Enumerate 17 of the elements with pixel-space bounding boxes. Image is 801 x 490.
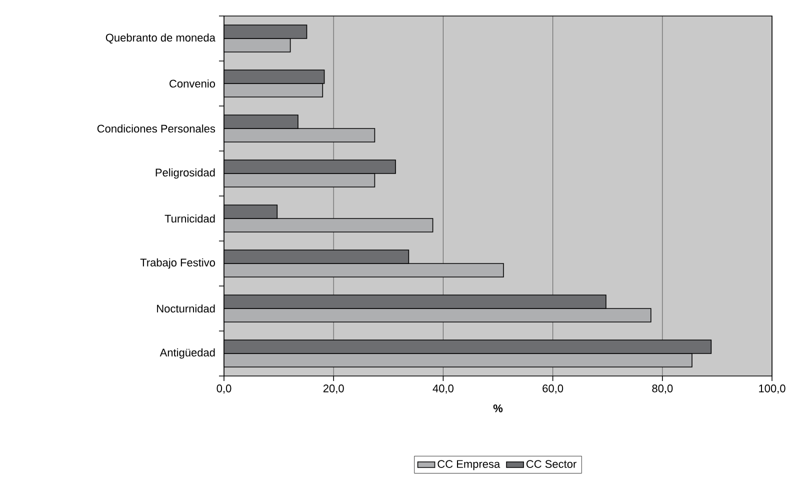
x-tick-label: 0,0 <box>216 384 232 394</box>
y-tick-label: Condiciones Personales <box>97 124 216 133</box>
x-tick-label: 40,0 <box>432 384 454 394</box>
y-tick-label: Quebranto de moneda <box>106 33 216 44</box>
y-tick-label: Peligrosidad <box>156 168 215 179</box>
x-axis-title: % <box>493 404 503 412</box>
y-tick-label: Nocturnidad <box>157 304 215 313</box>
x-tick-label: 60,0 <box>542 384 564 394</box>
legend-label: CC Sector <box>526 460 576 468</box>
y-tick-label: Trabajo Festivo <box>140 258 216 269</box>
legend-label: CC Empresa <box>438 460 500 470</box>
x-tick-label: 20,0 <box>323 384 344 394</box>
x-tick-label: 80,0 <box>652 384 673 394</box>
x-tick-label: 100,0 <box>759 384 786 394</box>
y-tick-label: Turnicidad <box>164 214 215 223</box>
y-tick-label: Antigüedad <box>160 348 215 359</box>
y-tick-label: Convenio <box>170 79 216 88</box>
